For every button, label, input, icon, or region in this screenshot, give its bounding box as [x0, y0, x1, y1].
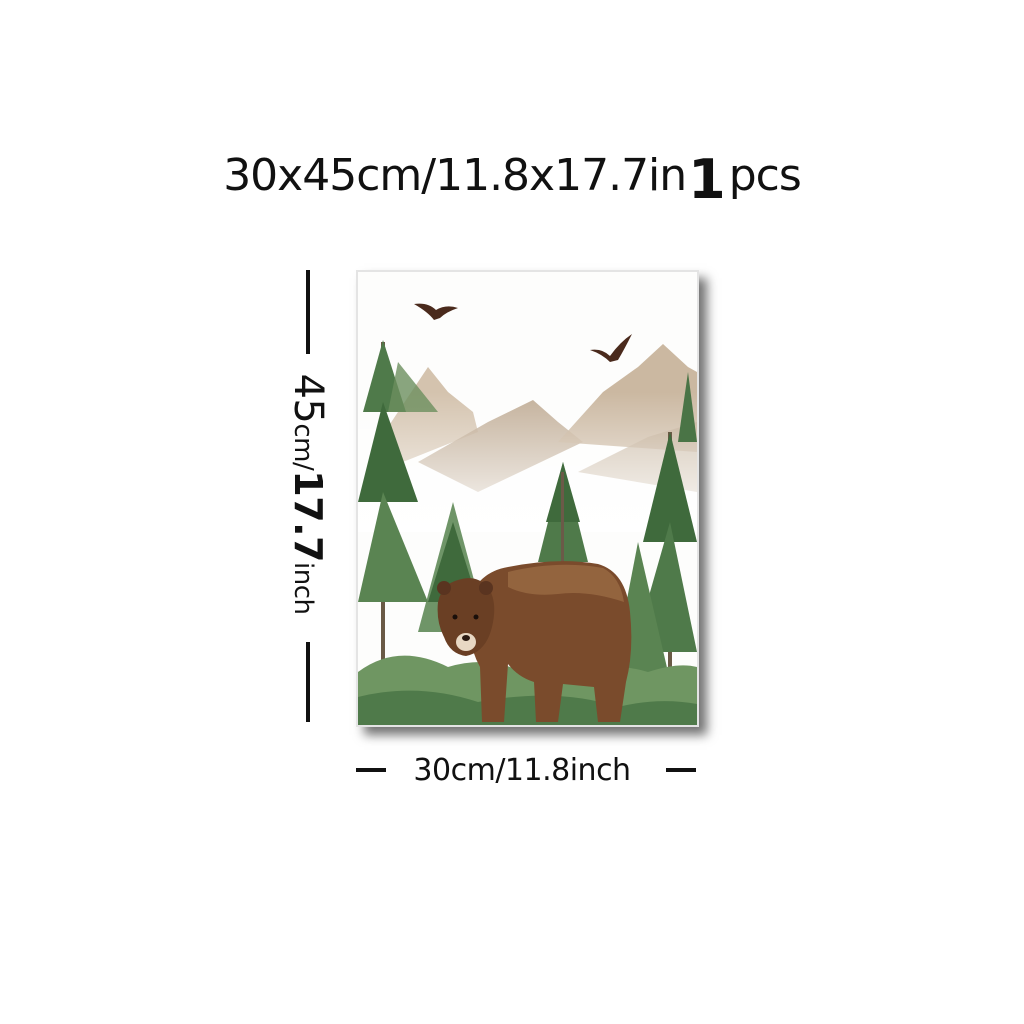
bear-illustration [437, 561, 632, 722]
width-dimension-line-right [666, 768, 696, 772]
mountains [358, 344, 697, 532]
bird-icon [590, 334, 632, 362]
size-header: 30x45cm/11.8x17.7in1pcs [0, 140, 1024, 211]
width-dimension-line-left [356, 768, 386, 772]
poster-canvas [356, 270, 699, 727]
quantity-unit: pcs [728, 150, 802, 201]
width-dimension-label: 30cm/11.8inch [413, 753, 631, 788]
bird-icon [414, 303, 458, 320]
height-inch-value: 17.7 [286, 470, 330, 563]
quantity-number: 1 [688, 148, 726, 211]
height-dimension-label: 45cm/17.7inch [285, 373, 331, 614]
size-text: 30x45cm/11.8x17.7in [223, 150, 687, 201]
height-dimension-line-bottom [306, 642, 310, 722]
pine-trees [358, 340, 697, 722]
height-dimension-line-top [306, 270, 310, 354]
height-cm-value: 45 [285, 373, 331, 424]
bear-forest-painting [358, 272, 697, 725]
height-inch-unit: inch [288, 562, 318, 615]
height-cm-unit: cm/ [288, 423, 318, 471]
